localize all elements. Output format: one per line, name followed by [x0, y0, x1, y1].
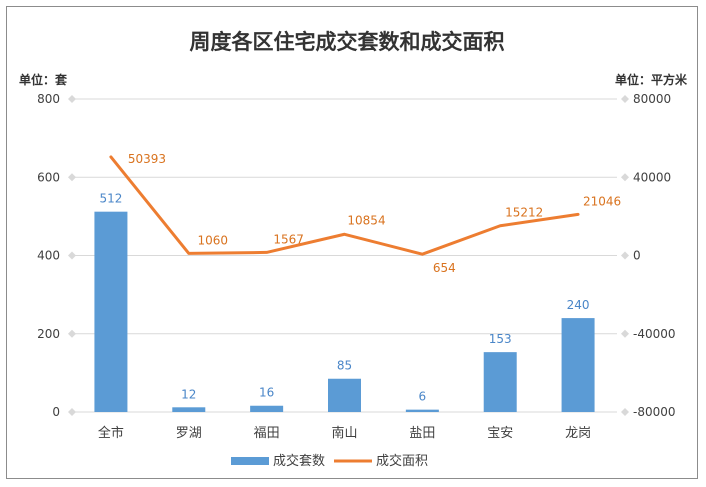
bar — [172, 407, 206, 412]
right-tick-marker — [621, 173, 629, 182]
bar-data-label: 240 — [567, 298, 590, 312]
series-line — [109, 155, 580, 256]
legend-label-bar: 成交套数 — [273, 453, 325, 469]
right-tick-marker — [621, 329, 629, 338]
bar — [94, 211, 128, 412]
left-tick-marker — [68, 329, 76, 338]
bar-series: 512 12 16 85 6 153 240 — [94, 192, 595, 412]
line-data-label: 1060 — [198, 233, 229, 247]
bar-data-label: 153 — [489, 332, 512, 346]
bar — [250, 405, 284, 412]
left-tick-label: 800 — [37, 92, 60, 106]
right-tick-marker — [621, 408, 629, 416]
bar-data-label: 85 — [337, 359, 352, 373]
category-label: 罗湖 — [176, 426, 202, 441]
left-tick-label: 0 — [52, 405, 60, 419]
category-label: 福田 — [254, 426, 280, 441]
bar — [405, 409, 439, 412]
right-tick-label: -40000 — [633, 327, 676, 341]
right-tick-marker — [621, 251, 629, 260]
left-tick-label: 400 — [37, 249, 60, 263]
right-tick-label: 40000 — [633, 170, 671, 184]
left-tick-label: 600 — [37, 170, 60, 184]
bar — [483, 352, 517, 412]
right-tick-marker — [621, 95, 629, 103]
bar — [328, 378, 361, 412]
combo-chart: 周度各区住宅成交套数和成交面积 单位：套 单位：平方米 0 200 400 600 80… — [19, 29, 688, 469]
category-label: 全市 — [98, 425, 124, 441]
chart-title: 周度各区住宅成交套数和成交面积 — [190, 29, 505, 54]
right-tick-label: 0 — [633, 249, 641, 263]
left-tick-marker — [68, 173, 76, 182]
category-axis: 全市 罗湖 福田 南山 盐田 宝安 龙岗 — [98, 425, 591, 441]
bar-data-label: 16 — [259, 386, 274, 400]
legend: 成交套数 成交面积 — [231, 453, 428, 469]
line-series: 50393 1060 1567 10854 654 15212 21046 — [109, 152, 621, 275]
left-tick-marker — [68, 408, 76, 416]
gridlines — [72, 98, 617, 413]
right-tick-label: 80000 — [633, 92, 671, 106]
line-data-label: 10854 — [347, 213, 385, 227]
line-data-label: 21046 — [583, 194, 621, 208]
category-label: 盐田 — [409, 426, 435, 441]
line-data-label: 1567 — [273, 232, 304, 246]
bar — [561, 318, 595, 412]
bar-data-label: 512 — [99, 192, 122, 206]
category-label: 南山 — [331, 425, 357, 441]
legend-swatch-bar — [231, 457, 269, 465]
line-data-label: 15212 — [505, 206, 543, 220]
line-data-label: 654 — [433, 261, 456, 275]
left-tick-marker — [68, 251, 76, 260]
line-data-label: 50393 — [128, 152, 166, 166]
right-tick-label: -80000 — [633, 405, 676, 419]
legend-label-line: 成交面积 — [376, 453, 428, 469]
bar-data-label: 12 — [181, 387, 196, 401]
right-axis-ticks: -80000 -40000 0 40000 80000 — [621, 92, 676, 419]
bar-data-label: 6 — [419, 390, 427, 404]
category-label: 宝安 — [487, 426, 513, 441]
left-axis-ticks: 0 200 400 600 800 — [37, 92, 76, 419]
left-tick-label: 200 — [37, 327, 60, 341]
category-label: 龙岗 — [565, 426, 591, 441]
chart-frame: 周度各区住宅成交套数和成交面积 单位：套 单位：平方米 0 200 400 600 80… — [6, 6, 698, 479]
right-axis-unit: 单位：平方米 — [615, 72, 688, 87]
left-tick-marker — [68, 95, 76, 103]
left-axis-unit: 单位：套 — [19, 72, 68, 87]
